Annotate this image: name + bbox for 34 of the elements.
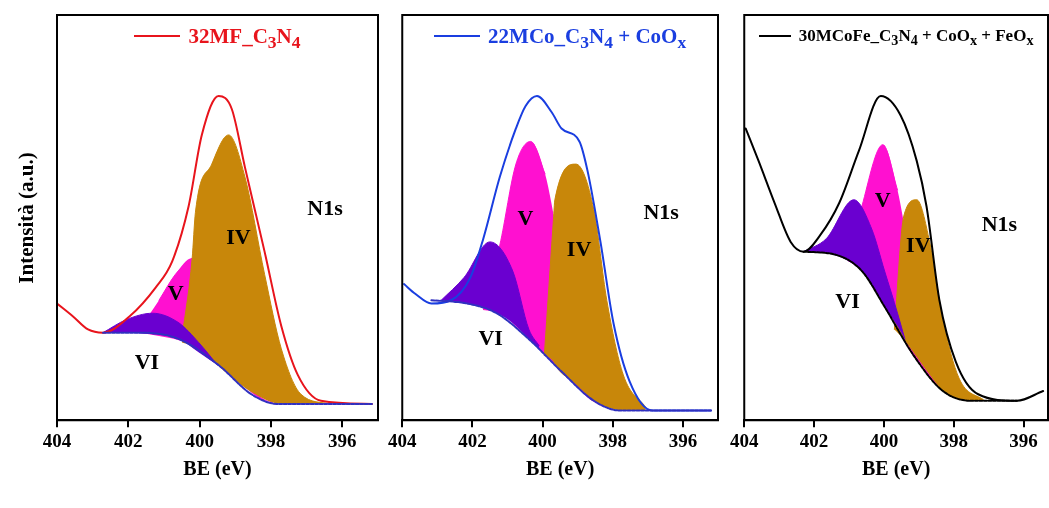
annotation: N1s (307, 195, 344, 221)
x-tick-label: 404 (730, 429, 759, 451)
annotation: V (517, 205, 534, 231)
annotation: IV (566, 235, 592, 261)
x-tick-label: 402 (799, 429, 829, 451)
x-tick-label: 400 (869, 429, 899, 451)
x-axis-title: BE (eV) (861, 457, 931, 481)
annotation: IV (226, 223, 251, 249)
x-tick-label: 404 (42, 429, 72, 451)
legend-label: 30MCoFe_C$_{3}$N$_{4}$ + CoO$_{x}$ + FeO$_{x}$ (798, 25, 1034, 51)
x-tick-label: 398 (939, 429, 968, 451)
x-tick-label: 402 (458, 429, 487, 451)
annotation: IV (906, 231, 931, 257)
y-axis-title: Intensità (a.u.) (13, 151, 39, 284)
x-tick-label: 398 (598, 429, 627, 451)
legend-label: 32MF_C$_{3}$N$_{4}$ (188, 23, 301, 55)
x-tick-label: 404 (388, 429, 417, 451)
x-axis-title: BE (eV) (525, 457, 595, 481)
x-tick-label: 396 (668, 429, 698, 451)
x-tick-label: 400 (528, 429, 557, 451)
x-tick-label: 400 (185, 429, 214, 451)
annotation: N1s (981, 211, 1018, 237)
annotation: V (874, 187, 891, 213)
legend-label: 22MCo_C$_{3}$N$_{4}$ + CoO$_{x}$ (488, 23, 687, 55)
x-tick-label: 402 (114, 429, 143, 451)
x-tick-label: 396 (328, 429, 357, 451)
annotation: VI (134, 349, 160, 375)
annotation: N1s (643, 199, 680, 225)
x-axis-title: BE (eV) (183, 457, 252, 481)
annotation: VI (835, 288, 860, 314)
x-tick-label: 396 (1009, 429, 1038, 451)
annotation: V (167, 280, 184, 306)
x-tick-label: 398 (256, 429, 286, 451)
annotation: VI (478, 324, 503, 350)
